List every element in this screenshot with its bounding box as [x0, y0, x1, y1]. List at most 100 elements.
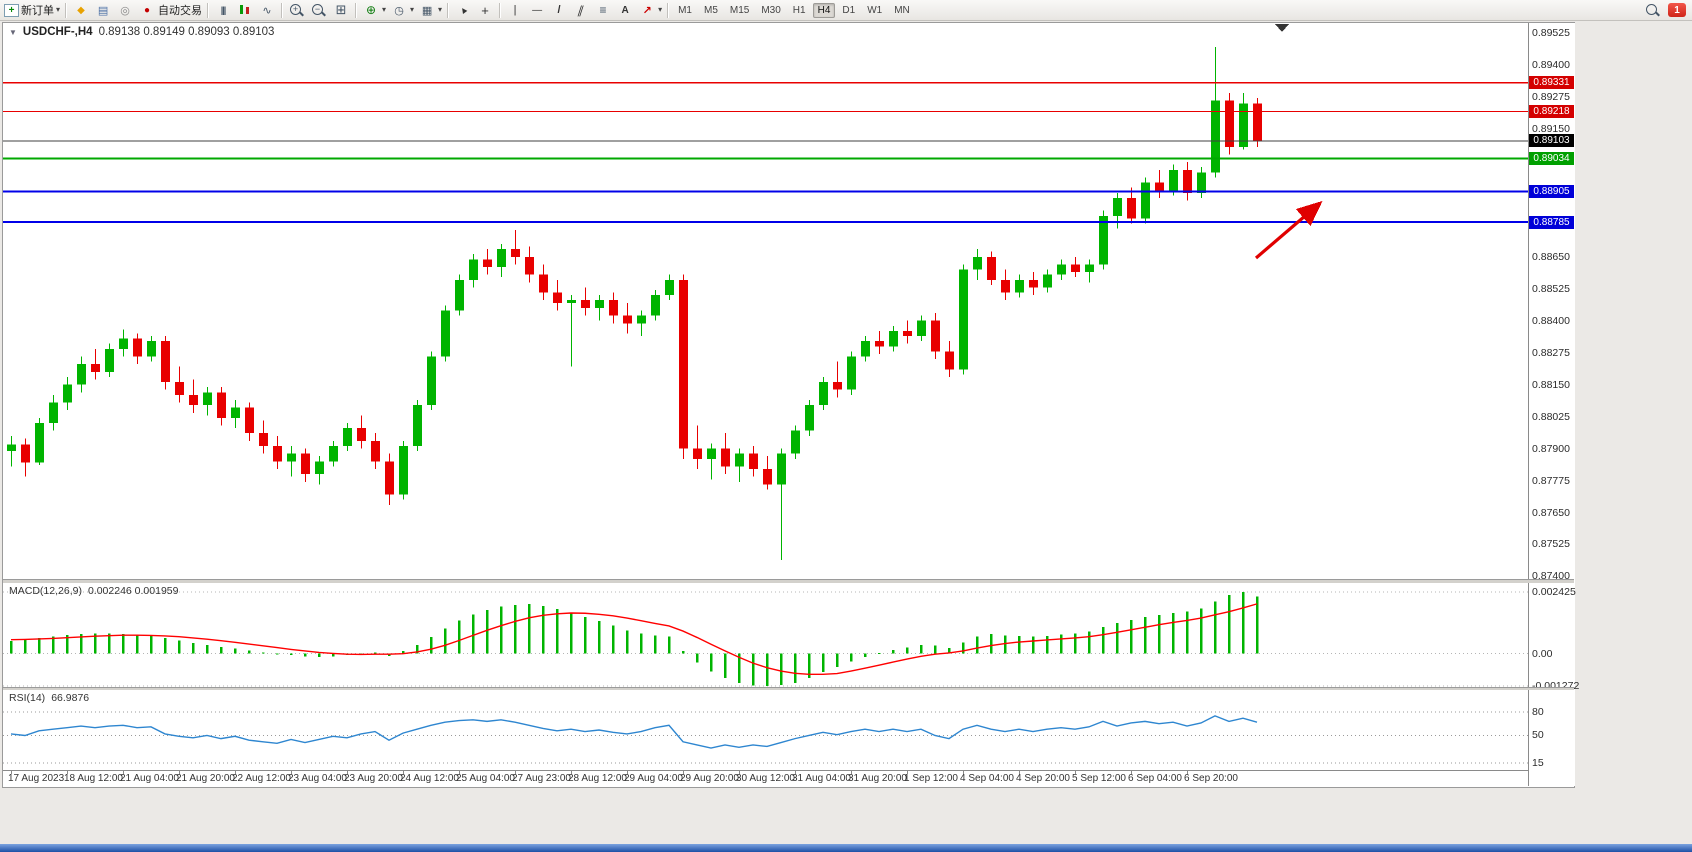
- price-chart[interactable]: [3, 23, 1528, 579]
- hline-icon: [528, 2, 546, 18]
- templates-button[interactable]: [416, 1, 444, 19]
- time-tick: [1131, 771, 1132, 774]
- vertical-line-button[interactable]: [504, 1, 526, 19]
- data-window-button[interactable]: [92, 1, 114, 19]
- candle-down: [357, 415, 366, 449]
- candle-down: [1183, 162, 1192, 201]
- navigator-button[interactable]: [114, 1, 136, 19]
- candle-up: [343, 422, 352, 452]
- candle-down: [1253, 98, 1262, 147]
- time-tick: [1075, 771, 1076, 774]
- crosshair-button[interactable]: [474, 1, 496, 19]
- timeframe-w1[interactable]: W1: [867, 4, 883, 16]
- candle-up: [861, 336, 870, 362]
- chart-title: USDCHF-,H4 0.89138 0.89149 0.89093 0.891…: [9, 26, 275, 38]
- candle-up: [455, 274, 464, 316]
- timeframe-h1[interactable]: H1: [792, 4, 806, 16]
- candle-up: [469, 254, 478, 288]
- auto-trading-button-label: 自动交易: [158, 5, 203, 17]
- price-tick-label: 0.88400: [1532, 314, 1570, 327]
- panel-divider[interactable]: [3, 579, 1574, 583]
- candle-down: [1127, 187, 1136, 224]
- one-click-panel-toggle-icon[interactable]: [9, 28, 17, 37]
- rsi-indicator-panel[interactable]: [3, 690, 1528, 770]
- timeframe-d1[interactable]: D1: [842, 4, 856, 16]
- timeframe-m5[interactable]: M5: [703, 4, 718, 16]
- price-axis[interactable]: 0.89525 0.89400 0.89275 0.89150 0.88650 0.885…: [1528, 23, 1579, 786]
- candle-down: [903, 320, 912, 344]
- market-watch-button[interactable]: [70, 1, 92, 19]
- candle-down: [539, 264, 548, 301]
- time-axis[interactable]: 17 Aug 2023 18 Aug 12:00 21 Aug 04:00 21 Au…: [3, 770, 1574, 787]
- chevron-down-icon: [658, 6, 662, 14]
- rsi-line: [10, 715, 1258, 749]
- candle-up: [777, 448, 786, 560]
- price-tick-label: 0.89275: [1532, 90, 1570, 103]
- timeframe-m30[interactable]: M30: [761, 4, 781, 16]
- timeframe-h4[interactable]: H4: [812, 2, 836, 18]
- channel-button[interactable]: [570, 1, 592, 19]
- candle-up: [35, 417, 44, 466]
- candle-up: [105, 343, 114, 377]
- arrows-button[interactable]: [636, 1, 664, 19]
- chevron-down-icon: [382, 6, 386, 14]
- time-tick-label: 24 Aug 12:00: [400, 773, 459, 784]
- symbol-period-label: USDCHF-,H4: [22, 26, 93, 38]
- tile-windows-button[interactable]: [330, 1, 352, 19]
- periods-button[interactable]: [388, 1, 416, 19]
- candle-up: [49, 394, 58, 431]
- candle-up: [665, 274, 674, 301]
- notification-badge[interactable]: 1: [1668, 3, 1686, 17]
- new-order-icon: [4, 3, 19, 17]
- macd-indicator-panel[interactable]: [3, 583, 1528, 687]
- price-tick-label: 0.88650: [1532, 250, 1570, 263]
- macd-axis-label: 0.002425: [1532, 586, 1576, 598]
- candle-up: [77, 356, 86, 393]
- horizontal-line-button[interactable]: [526, 1, 548, 19]
- candlestick-chart-button[interactable]: [234, 1, 256, 19]
- fibonacci-button[interactable]: [592, 1, 614, 19]
- time-tick: [459, 771, 460, 774]
- candle-up: [315, 456, 324, 485]
- timeframe-m1[interactable]: M1: [678, 4, 692, 16]
- main-toolbar: 新订单 自动交易 M1 M5 M15 M30 H1 H4 D1 W1 MN 1: [0, 0, 1692, 21]
- toolbar-separator: [447, 2, 450, 18]
- candle-down: [1155, 169, 1164, 198]
- zoom-in-button[interactable]: [286, 1, 308, 19]
- search-icon[interactable]: [1644, 2, 1662, 18]
- candle-down: [721, 433, 730, 475]
- time-tick: [739, 771, 740, 774]
- text-button[interactable]: [614, 1, 636, 19]
- timeframe-mn[interactable]: MN: [894, 4, 910, 16]
- candle-up: [399, 440, 408, 500]
- candle-up: [917, 315, 926, 342]
- toolbar-buttons: 新订单 自动交易 M1 M5 M15 M30 H1 H4 D1 W1 MN: [2, 0, 1644, 20]
- time-tick-label: 29 Aug 04:00: [624, 773, 683, 784]
- zoom-out-button[interactable]: [308, 1, 330, 19]
- price-level-badge: 0.88905: [1529, 185, 1574, 199]
- candle-down: [1001, 269, 1010, 301]
- trendline-button[interactable]: [548, 1, 570, 19]
- candle-down: [679, 274, 688, 459]
- cursor-button[interactable]: [452, 1, 474, 19]
- candle-down: [133, 333, 142, 365]
- chart-window: USDCHF-,H4 0.89138 0.89149 0.89093 0.891…: [2, 22, 1579, 788]
- price-tick-label: 0.88525: [1532, 282, 1570, 295]
- candle-up: [1197, 167, 1206, 198]
- timeframe-m15[interactable]: M15: [729, 4, 750, 16]
- candle-up: [1085, 259, 1094, 283]
- time-tick-label: 6 Sep 20:00: [1184, 773, 1238, 784]
- indicators-button[interactable]: [360, 1, 388, 19]
- panel-divider[interactable]: [3, 687, 1574, 690]
- candle-down: [371, 433, 380, 470]
- candle-down: [581, 287, 590, 316]
- candle-up: [329, 440, 338, 467]
- candle-up: [707, 443, 716, 480]
- candle-down: [217, 387, 226, 426]
- macd-axis-label: 0.00: [1532, 647, 1553, 660]
- data-window-icon: [94, 2, 112, 18]
- bar-chart-button[interactable]: [212, 1, 234, 19]
- new-order-button[interactable]: 新订单: [2, 1, 62, 19]
- auto-trading-button[interactable]: 自动交易: [136, 1, 204, 19]
- line-chart-button[interactable]: [256, 1, 278, 19]
